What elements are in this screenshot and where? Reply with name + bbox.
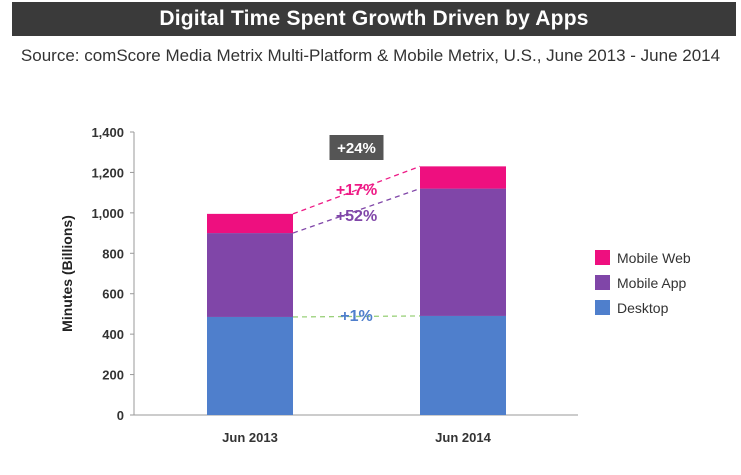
bar-segment-mobile-web [207, 213, 293, 234]
y-tick-label: 800 [102, 246, 124, 261]
legend-label-mobile-web: Mobile Web [617, 250, 691, 266]
y-axis-title: Minutes (Billions) [59, 215, 75, 332]
bar-segment-desktop [420, 315, 506, 415]
y-tick-label: 1,200 [91, 165, 124, 180]
growth-label-mobile-app: +52% [336, 208, 377, 225]
y-tick-label: 1,400 [91, 125, 124, 140]
bar-segment-mobile-app [420, 188, 506, 316]
growth-label-mobile-web: +17% [336, 182, 377, 199]
legend-swatch-mobile-web [595, 250, 610, 265]
total-growth-label: +24% [337, 140, 376, 157]
x-tick-label: Jun 2014 [435, 430, 491, 445]
bar-segment-mobile-app [207, 233, 293, 317]
growth-label-desktop: +1% [340, 308, 372, 325]
legend-label-mobile-app: Mobile App [617, 275, 686, 291]
y-tick-label: 0 [117, 408, 124, 423]
mobile-app-growth-connector [292, 187, 421, 234]
bar-segment-mobile-web [420, 166, 506, 189]
y-tick-label: 400 [102, 327, 124, 342]
y-tick-label: 200 [102, 368, 124, 383]
x-tick-label: Jun 2013 [222, 430, 278, 445]
total-growth-badge [329, 135, 384, 160]
chart-title: Digital Time Spent Growth Driven by Apps [12, 2, 736, 36]
y-tick-label: 1,000 [91, 206, 124, 221]
legend-label-desktop: Desktop [617, 300, 669, 316]
bar-segment-desktop [207, 316, 293, 415]
legend-swatch-desktop [595, 300, 610, 315]
desktop-growth-connector [292, 315, 421, 318]
y-tick-label: 600 [102, 287, 124, 302]
mobile-web-growth-connector [292, 165, 421, 215]
chart-subtitle: Source: comScore Media Metrix Multi-Plat… [20, 46, 721, 65]
legend-swatch-mobile-app [595, 275, 610, 290]
